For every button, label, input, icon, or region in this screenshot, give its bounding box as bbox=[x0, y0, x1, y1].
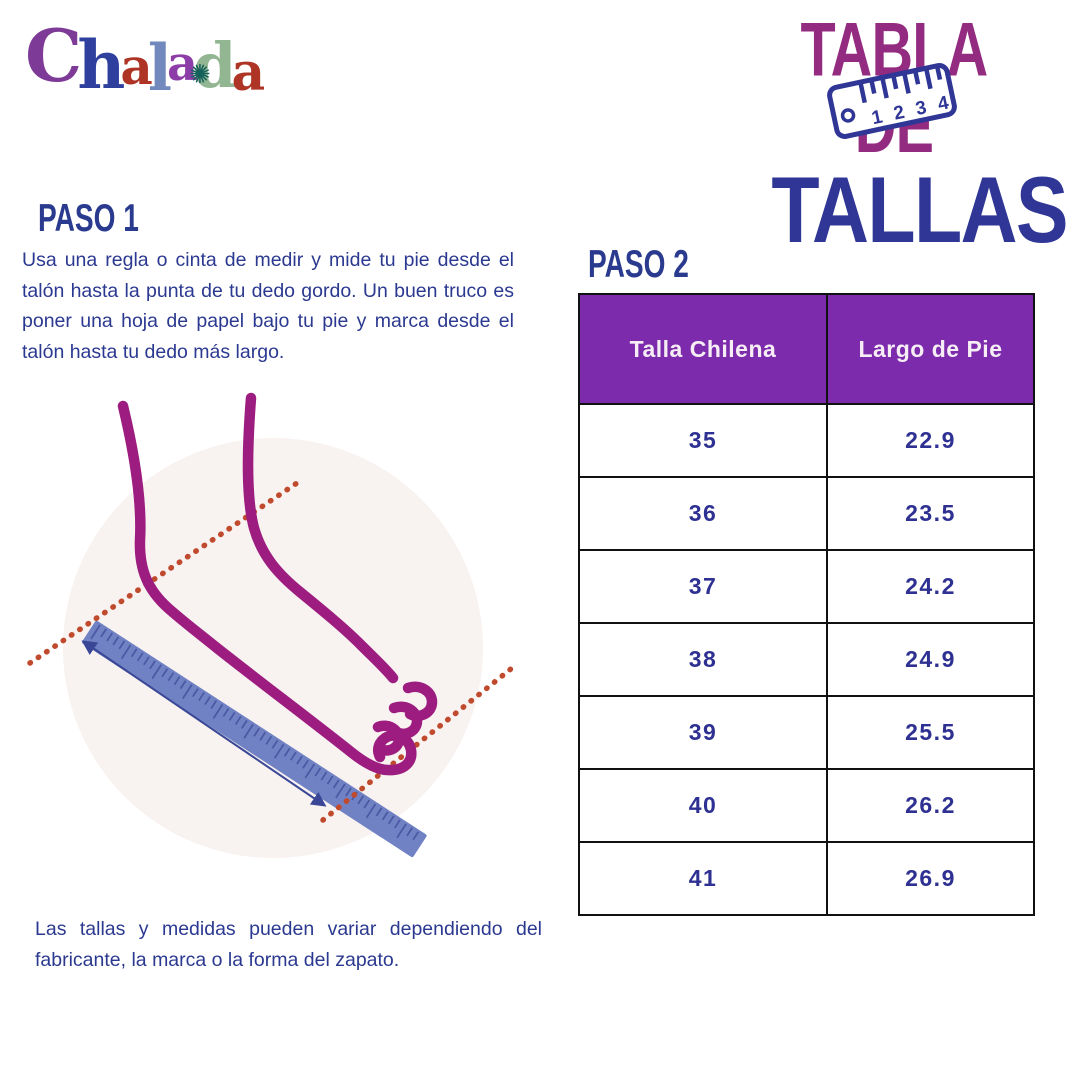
size-table-row: 38 24.9 bbox=[578, 622, 1036, 697]
size-table-cell: 38 bbox=[578, 622, 828, 697]
size-table-cell: 37 bbox=[578, 549, 828, 624]
svg-text:3: 3 bbox=[914, 97, 929, 120]
step1-description: Usa una regla o cinta de medir y mide tu… bbox=[22, 249, 514, 363]
size-table: Talla Chilena Largo de Pie 35 22.9 36 23.5 37… bbox=[578, 293, 1036, 916]
size-table-cell: 41 bbox=[578, 841, 828, 916]
size-table-header-cell: Largo de Pie bbox=[825, 293, 1036, 405]
svg-text:1: 1 bbox=[870, 106, 885, 129]
logo-letter: d bbox=[193, 29, 236, 102]
size-table-row: 35 22.9 bbox=[578, 403, 1036, 478]
footnote: Las tallas y medidas pueden variar depen… bbox=[35, 918, 542, 971]
foot-measurement-illustration bbox=[27, 392, 515, 858]
step1-heading: PASO 1 bbox=[38, 197, 139, 240]
size-table-row: 40 26.2 bbox=[578, 768, 1036, 843]
logo-letter: l bbox=[147, 31, 172, 106]
size-table-cell: 25.5 bbox=[825, 695, 1036, 770]
size-table-row: 37 24.2 bbox=[578, 549, 1036, 624]
step2-heading: PASO 2 bbox=[588, 243, 689, 286]
size-table-cell: 24.2 bbox=[825, 549, 1036, 624]
svg-text:2: 2 bbox=[892, 102, 907, 125]
size-table-row: 39 25.5 bbox=[578, 695, 1036, 770]
logo-letter: a bbox=[167, 36, 198, 92]
size-table-cell: 24.9 bbox=[825, 622, 1036, 697]
logo-letter: a bbox=[231, 42, 266, 103]
title-line-2: TALLAS bbox=[771, 157, 1068, 262]
size-table-cell: 35 bbox=[578, 403, 828, 478]
size-table-body: 35 22.9 36 23.5 37 24.2 38 24.9 39 25.5 40 26.2 41 26… bbox=[578, 403, 1036, 916]
logo-letter: a bbox=[120, 37, 152, 96]
logo-letter: h bbox=[77, 26, 125, 104]
size-table-cell: 36 bbox=[578, 476, 828, 551]
size-table-row: 36 23.5 bbox=[578, 476, 1036, 551]
logo-letter: C bbox=[25, 13, 82, 98]
logo: Chalada ✺ bbox=[25, 13, 266, 110]
size-table-row: 41 26.9 bbox=[578, 841, 1036, 916]
foot-outline bbox=[117, 392, 438, 776]
measurement-arrow bbox=[81, 640, 327, 807]
size-table-cell: 26.2 bbox=[825, 768, 1036, 843]
size-table-cell: 23.5 bbox=[825, 476, 1036, 551]
size-table-cell: 39 bbox=[578, 695, 828, 770]
toe-guide-line bbox=[320, 665, 515, 823]
size-table-cell: 40 bbox=[578, 768, 828, 843]
svg-text:4: 4 bbox=[936, 92, 951, 115]
logo-ornament-icon: ✺ bbox=[189, 60, 211, 90]
size-table-cell: 26.9 bbox=[825, 841, 1036, 916]
size-table-header-row: Talla Chilena Largo de Pie bbox=[578, 293, 1036, 405]
size-table-cell: 22.9 bbox=[825, 403, 1036, 478]
size-table-header-cell: Talla Chilena bbox=[578, 293, 828, 405]
